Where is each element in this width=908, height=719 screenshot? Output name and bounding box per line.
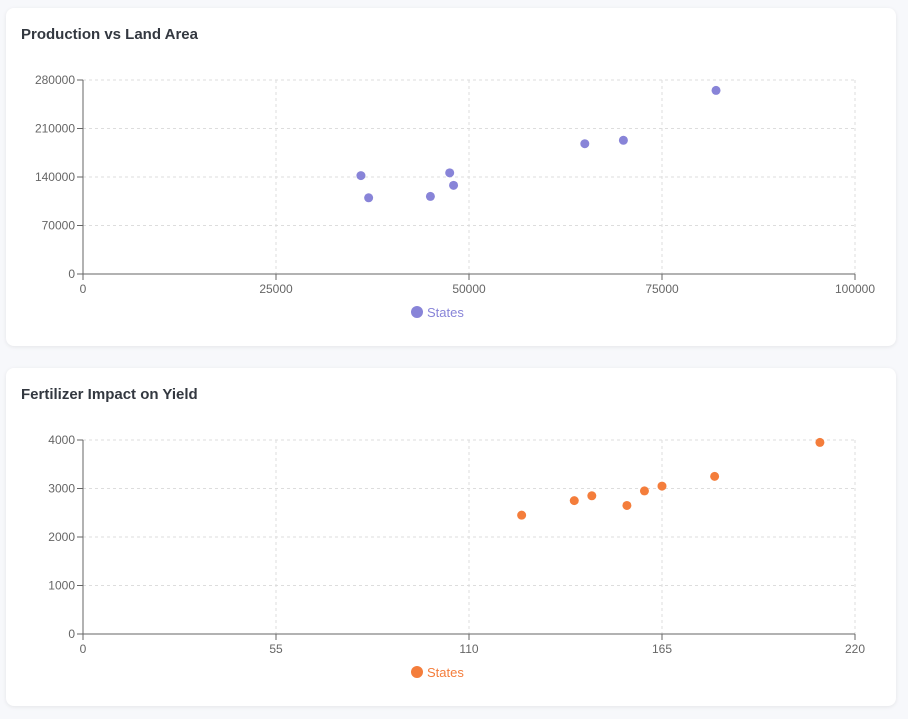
x-tick-label: 110 [459,642,478,656]
data-point[interactable] [815,437,825,447]
grid [83,439,856,634]
data-point[interactable] [618,135,628,145]
x-tick-label: 55 [269,642,283,656]
x-tick-label: 165 [652,642,672,656]
y-tick-label: 1000 [48,579,75,593]
y-tick-label: 3000 [48,482,75,496]
legend: States [411,305,464,320]
data-point[interactable] [517,510,527,520]
chart-card-production: Production vs Land Area 0 70000 140000 2100… [6,8,896,346]
scatter-chart-fertilizer: 0 1000 2000 3000 4000 0 55 110 165 220 States [48,433,865,680]
data-point[interactable] [587,491,597,501]
data-point[interactable] [425,191,435,201]
y-tick-label: 70000 [42,219,76,233]
data-point[interactable] [710,471,720,481]
data-point[interactable] [569,496,579,506]
data-point[interactable] [356,171,366,181]
y-tick-label: 2000 [48,530,75,544]
data-point[interactable] [657,481,667,491]
y-tick-label: 210000 [35,122,75,136]
data-point[interactable] [639,486,649,496]
chart-title: Fertilizer Impact on Yield [21,386,198,403]
x-tick-label: 75000 [645,282,679,296]
chart-title: Production vs Land Area [21,26,198,43]
grid [83,79,856,274]
x-tick-label: 50000 [452,282,486,296]
legend: States [411,665,464,680]
series-points [517,437,825,520]
legend-label[interactable]: States [427,665,464,680]
x-tick-label: 0 [80,282,87,296]
x-tick-label: 25000 [259,282,293,296]
data-point[interactable] [622,500,632,510]
y-tick-label: 0 [68,267,75,281]
x-tick-label: 100000 [835,282,875,296]
legend-label[interactable]: States [427,305,464,320]
legend-marker [411,306,423,318]
chart-card-fertilizer: Fertilizer Impact on Yield 0 1000 2000 3000… [6,368,896,706]
y-tick-label: 280000 [35,73,75,87]
x-tick-label: 220 [845,642,865,656]
y-tick-label: 0 [68,627,75,641]
x-tick-label: 0 [80,642,87,656]
scatter-chart-production: 0 70000 140000 210000 280000 0 25000 50000 75000… [35,73,875,320]
data-point[interactable] [445,168,455,178]
y-tick-label: 4000 [48,433,75,447]
series-points [356,85,721,203]
data-point[interactable] [580,139,590,149]
data-point[interactable] [711,85,721,95]
legend-marker [411,666,423,678]
data-point[interactable] [364,193,374,203]
y-tick-label: 140000 [35,170,75,184]
data-point[interactable] [449,180,459,190]
